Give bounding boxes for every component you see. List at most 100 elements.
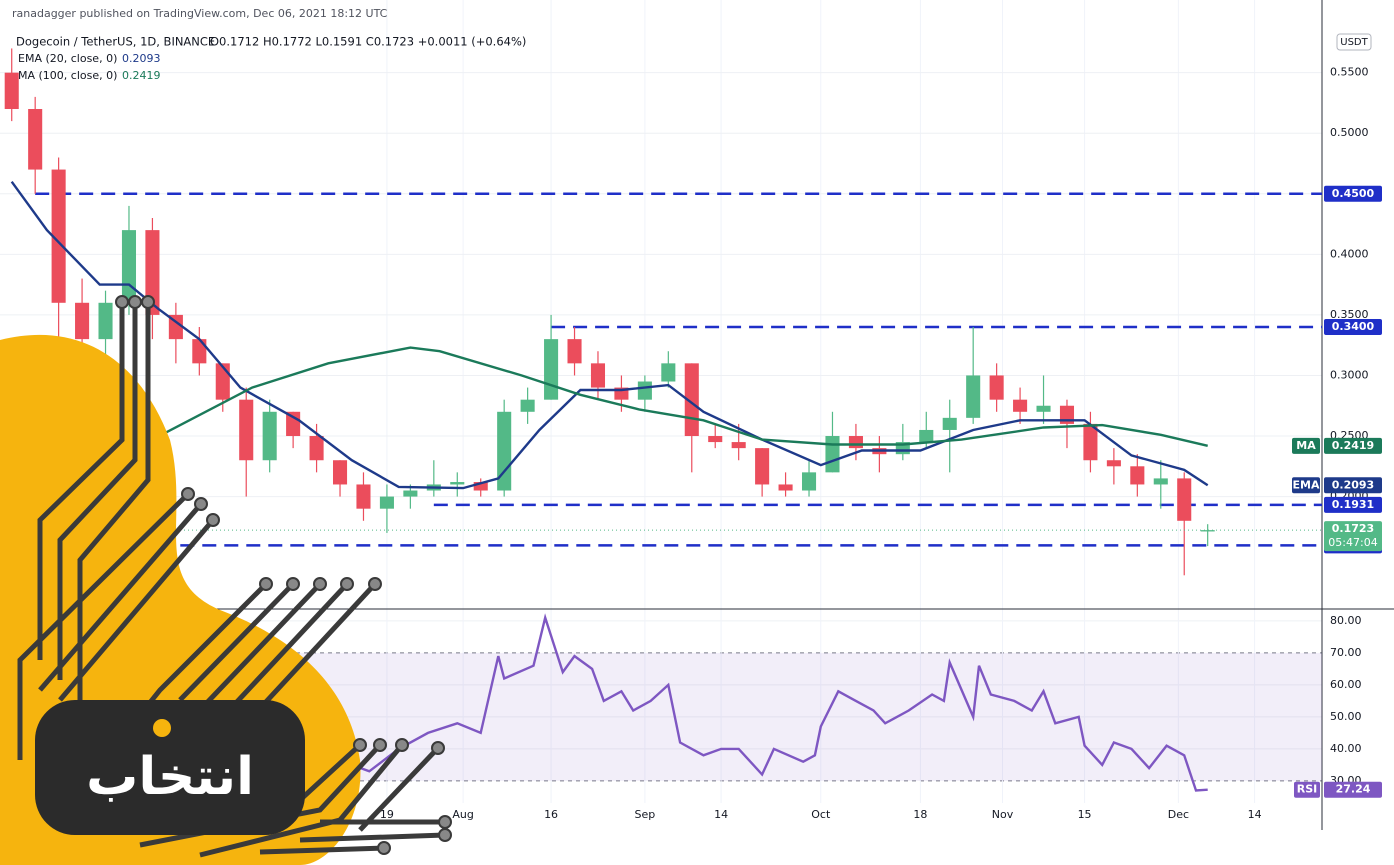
series-value-label: 27.24: [1336, 783, 1371, 796]
unit-label: USDT: [1340, 37, 1368, 48]
legend-entry: EMA (20, close, 0): [18, 52, 117, 65]
candle-body: [590, 363, 606, 388]
x-tick-label: 19: [380, 808, 394, 821]
candle-body: [356, 484, 371, 509]
logo-coin: [153, 719, 171, 737]
logo-nodes: [115, 295, 452, 855]
candle-body: [661, 363, 676, 382]
x-tick-label: 15: [1078, 808, 1092, 821]
series-tag: MA: [1296, 439, 1316, 452]
series-line: [10, 613, 1208, 792]
candle-body: [1036, 405, 1051, 412]
series-value-label-box: [1324, 781, 1382, 798]
x-tick-label: 14: [714, 808, 728, 821]
candle-body: [989, 375, 1004, 400]
x-tick-label: Aug: [452, 808, 473, 821]
x-tick-label: Nov: [992, 808, 1014, 821]
series-line: [151, 346, 1208, 447]
price-label: 0.1723: [1332, 522, 1374, 535]
candle-body: [966, 375, 981, 418]
candle-body: [544, 339, 559, 400]
candle-body: [1177, 478, 1192, 521]
candle-body: [4, 72, 19, 110]
logo: انتخاب: [0, 295, 452, 865]
level-label: 0.3400: [1332, 320, 1375, 333]
y-tick-label: 0.3500: [1330, 308, 1369, 321]
candle-body: [778, 484, 793, 491]
x-tick-label: Oct: [811, 808, 831, 821]
y-tick-label: 0.5500: [1330, 66, 1369, 79]
x-tick-label: 14: [1248, 808, 1262, 821]
level-label-box: [1324, 185, 1382, 202]
candle-body: [520, 399, 535, 412]
candle-body: [497, 411, 512, 491]
candle-body: [51, 169, 66, 303]
legend-entry: MA (100, close, 0): [18, 69, 117, 82]
candle-body: [1130, 466, 1145, 485]
y-tick-label: 0.5000: [1330, 126, 1369, 139]
y-tick-label: 0.4000: [1330, 247, 1369, 260]
series-value-label: 0.2093: [1332, 478, 1374, 491]
candle-body: [309, 436, 324, 461]
level-label-box: [1324, 319, 1382, 336]
candle-body: [755, 448, 770, 485]
candle-body: [98, 302, 113, 340]
level-label: 0.1931: [1332, 498, 1374, 511]
x-tick-label: Dec: [1168, 808, 1189, 821]
candle-body: [239, 399, 254, 461]
candle-body: [145, 230, 160, 315]
candle-body: [403, 490, 418, 497]
y-tick-label: 60.00: [1330, 678, 1362, 691]
candle-body: [637, 381, 652, 400]
candle-body: [731, 442, 746, 449]
y-tick-label: 0.3000: [1330, 368, 1369, 381]
legend-value: 0.2093: [122, 52, 161, 65]
candle-body: [567, 339, 582, 364]
candle-body: [1106, 460, 1121, 467]
candle-body: [919, 429, 934, 443]
candle-body: [1013, 399, 1028, 412]
candle-body: [708, 436, 723, 443]
level-label-box: [1324, 496, 1382, 513]
series-tag-box: [1292, 437, 1320, 454]
candle-body: [75, 302, 90, 340]
candle-body: [121, 230, 137, 303]
candle-body: [192, 339, 207, 364]
candle-body: [28, 109, 43, 170]
legend-value: 0.2419: [122, 69, 161, 82]
candle-body: [1153, 478, 1168, 485]
x-tick-label: Sep: [635, 808, 656, 821]
candle-body: [801, 472, 817, 491]
ohlc-header: O0.1712 H0.1772 L0.1591 C0.1723 +0.0011 …: [210, 35, 526, 49]
series-value-label-box: [1324, 437, 1382, 454]
candle-body: [848, 436, 863, 449]
x-tick-label: 16: [544, 808, 558, 821]
candle-body: [825, 436, 840, 473]
series-tag-box: [1292, 477, 1320, 494]
level-label: 0.4500: [1332, 187, 1375, 200]
series-line: [10, 180, 1209, 490]
candle-body: [1200, 530, 1215, 532]
candle-body: [215, 363, 230, 400]
logo-text: انتخاب: [86, 747, 254, 807]
series-tag: RSI: [1297, 783, 1318, 796]
series-value-label: 0.2419: [1332, 439, 1374, 452]
candle-body: [473, 482, 488, 491]
y-tick-label: 40.00: [1330, 742, 1362, 755]
candle-body: [262, 411, 277, 461]
unit-box: [1336, 33, 1372, 51]
y-tick-label: 70.00: [1330, 646, 1362, 659]
price-box: [1324, 521, 1382, 552]
candle-body: [942, 417, 957, 430]
logo-plate: [35, 700, 305, 835]
candle-body: [379, 496, 394, 509]
candle-body: [1083, 423, 1098, 461]
candle-body: [332, 460, 348, 485]
chart-title: Dogecoin / TetherUS, 1D, BINANCE: [16, 35, 215, 49]
axis-background: [1322, 0, 1394, 865]
series-tag: EMA: [1293, 478, 1320, 491]
y-tick-label: 80.00: [1330, 614, 1362, 627]
series-value-label-box: [1324, 477, 1382, 494]
x-tick-label: 18: [913, 808, 927, 821]
